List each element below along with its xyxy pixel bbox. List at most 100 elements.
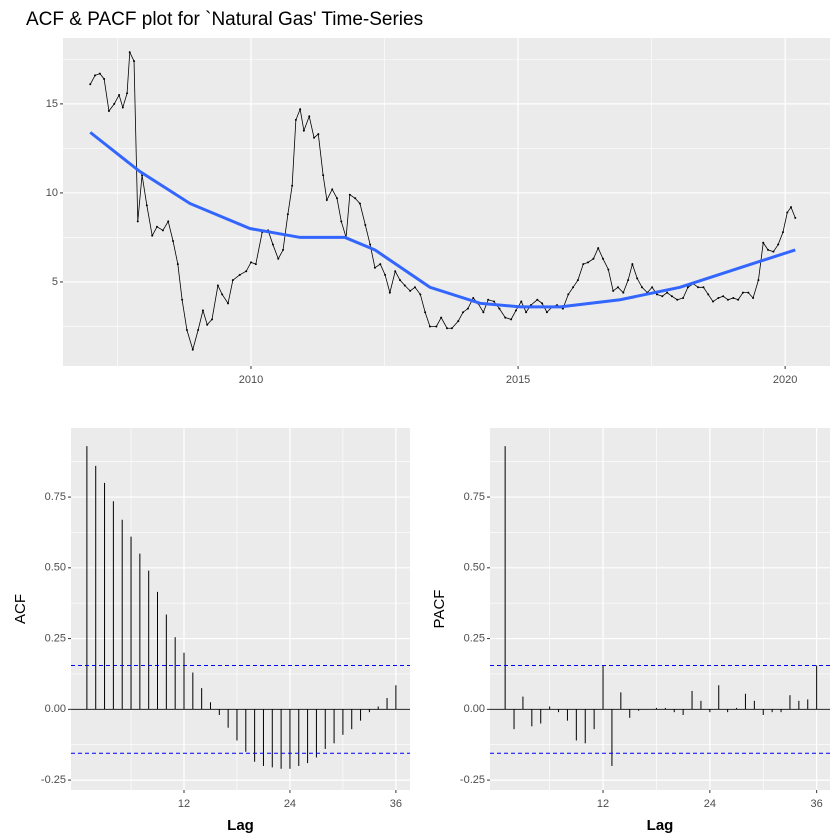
data-point [631, 263, 634, 266]
data-point [238, 273, 241, 276]
data-point [697, 286, 700, 289]
data-point [597, 247, 600, 250]
data-point [373, 266, 376, 269]
data-point [322, 174, 325, 177]
data-point [358, 202, 361, 205]
data-point [741, 291, 744, 294]
smooth-line [89, 131, 796, 309]
data-point [762, 241, 765, 244]
data-point [185, 329, 188, 332]
data-point [136, 220, 139, 223]
data-point [561, 307, 564, 310]
x-tick-label: 2015 [506, 374, 530, 386]
data-point [121, 106, 124, 109]
data-point [89, 83, 92, 86]
x-tick-label: 12 [597, 798, 609, 810]
data-point [282, 248, 285, 251]
data-point [172, 239, 175, 242]
data-point [487, 298, 490, 301]
data-point [781, 231, 784, 234]
data-point [712, 300, 715, 303]
data-point [582, 263, 585, 266]
data-point [627, 279, 630, 282]
data-point [601, 257, 604, 260]
data-point [651, 286, 654, 289]
data-point [336, 197, 339, 200]
data-point [722, 295, 725, 298]
data-point [176, 263, 179, 266]
data-point [145, 204, 148, 207]
data-point [440, 316, 443, 319]
data-point [450, 327, 453, 330]
data-point [786, 211, 789, 214]
data-point [752, 296, 755, 299]
data-point [118, 93, 121, 96]
data-point [113, 102, 116, 105]
data-point [409, 289, 412, 292]
data-point [607, 268, 610, 271]
y-tick-label: 0.50 [464, 562, 485, 574]
data-point [446, 327, 449, 330]
x-tick-label: 36 [811, 798, 823, 810]
data-point [435, 325, 438, 328]
data-point [161, 229, 164, 232]
x-tick-label: 12 [178, 798, 190, 810]
data-point [636, 277, 639, 280]
data-point [294, 118, 297, 121]
data-point [510, 318, 513, 321]
y-axis-title: ACF [12, 594, 29, 624]
data-point [98, 72, 101, 75]
data-point [348, 193, 351, 196]
data-point [197, 329, 200, 332]
data-point [676, 298, 679, 301]
data-point [661, 295, 664, 298]
data-point [156, 225, 159, 228]
data-point [536, 298, 539, 301]
data-point [616, 286, 619, 289]
data-point [767, 248, 770, 251]
data-point [107, 110, 110, 113]
data-point [364, 223, 367, 226]
data-point [128, 51, 131, 54]
y-tick-label: 0.00 [45, 703, 66, 715]
data-point [216, 284, 219, 287]
data-point [567, 293, 570, 296]
y-tick-label: 0.25 [464, 632, 485, 644]
x-tick-label: 24 [704, 798, 716, 810]
data-point [245, 270, 248, 273]
data-point [384, 273, 387, 276]
data-point [666, 291, 669, 294]
data-point [126, 92, 129, 95]
plot-panel [490, 428, 830, 790]
data-point [211, 318, 214, 321]
data-point [525, 311, 528, 314]
data-point [94, 74, 97, 77]
data-point [482, 311, 485, 314]
data-point [504, 316, 507, 319]
plot-panel [63, 38, 830, 366]
data-point [790, 206, 793, 209]
y-tick-label: -0.25 [460, 774, 485, 786]
data-point [271, 243, 274, 246]
data-point [331, 188, 334, 191]
data-point [317, 133, 320, 136]
y-axis-title: PACF [431, 590, 448, 629]
data-point [299, 108, 302, 111]
data-point [592, 257, 595, 260]
data-point [777, 243, 780, 246]
data-point [612, 289, 615, 292]
data-point [308, 115, 311, 118]
data-point [572, 286, 575, 289]
data-point [747, 291, 750, 294]
x-tick-label: 2010 [239, 374, 263, 386]
data-point [737, 298, 740, 301]
data-point [302, 129, 305, 132]
data-point [103, 77, 106, 80]
data-point [462, 311, 465, 314]
data-point [472, 296, 475, 299]
data-point [520, 300, 523, 303]
data-point [201, 309, 204, 312]
y-tick-label: 0.50 [45, 562, 66, 574]
data-point [772, 250, 775, 253]
